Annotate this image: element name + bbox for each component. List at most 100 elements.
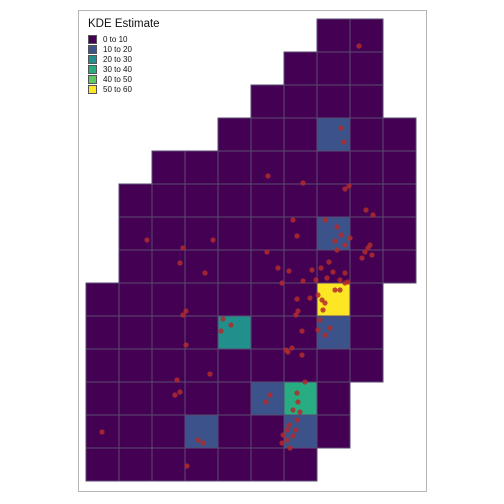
legend-swatch — [88, 34, 97, 44]
event-point — [363, 207, 369, 213]
event-point — [284, 427, 290, 433]
event-point — [174, 377, 180, 383]
kde-grid-cell — [85, 348, 120, 383]
event-point — [342, 242, 348, 248]
event-point — [144, 237, 150, 243]
kde-grid-cell — [349, 18, 384, 53]
event-point — [322, 217, 328, 223]
kde-grid-cell — [382, 183, 417, 218]
kde-grid-cell — [184, 348, 219, 383]
event-point — [341, 139, 347, 145]
kde-grid-cell — [250, 84, 285, 119]
kde-grid-cell — [250, 315, 285, 350]
legend-item: 0 to 10 — [88, 34, 160, 44]
kde-grid-cell — [382, 150, 417, 185]
legend-item: 10 to 20 — [88, 44, 160, 54]
event-point — [294, 233, 300, 239]
event-point — [332, 287, 338, 293]
kde-grid-cell — [349, 348, 384, 383]
kde-grid-cell — [151, 249, 186, 284]
event-point — [228, 322, 234, 328]
event-point — [307, 295, 313, 301]
kde-grid-cell — [184, 183, 219, 218]
event-point — [318, 265, 324, 271]
kde-grid-cell — [151, 414, 186, 449]
event-point — [356, 43, 362, 49]
event-point — [202, 270, 208, 276]
kde-grid-cell — [316, 348, 351, 383]
event-point — [327, 325, 333, 331]
kde-grid-cell — [250, 381, 285, 416]
kde-grid-cell — [151, 216, 186, 251]
kde-grid-cell — [250, 282, 285, 317]
kde-grid-cell — [184, 282, 219, 317]
kde-grid-cell — [217, 117, 252, 152]
kde-grid-cell — [118, 348, 153, 383]
kde-grid-cell — [184, 249, 219, 284]
event-point — [295, 399, 301, 405]
event-point — [294, 296, 300, 302]
event-point — [337, 287, 343, 293]
event-point — [319, 297, 325, 303]
kde-grid-cell — [283, 447, 318, 482]
kde-grid-cell — [184, 216, 219, 251]
kde-grid-cell — [85, 381, 120, 416]
legend-label: 10 to 20 — [103, 44, 132, 54]
kde-grid-cell — [118, 216, 153, 251]
kde-grid-cell — [151, 315, 186, 350]
legend-title: KDE Estimate — [88, 18, 160, 30]
kde-grid-cell — [283, 249, 318, 284]
legend: KDE Estimate 0 to 10 10 to 20 20 to 30 3… — [88, 18, 160, 94]
event-point — [338, 232, 344, 238]
event-point — [315, 327, 321, 333]
kde-grid-cell — [151, 348, 186, 383]
event-point — [280, 432, 286, 438]
event-point — [320, 307, 326, 313]
event-point — [370, 212, 376, 218]
kde-grid-cell — [250, 150, 285, 185]
event-point — [267, 392, 273, 398]
kde-grid-cell — [250, 348, 285, 383]
kde-grid-cell — [316, 84, 351, 119]
kde-grid-cell — [151, 150, 186, 185]
event-point — [297, 409, 303, 415]
kde-grid-cell — [151, 282, 186, 317]
event-point — [322, 332, 328, 338]
kde-grid-cell — [250, 216, 285, 251]
legend-item: 20 to 30 — [88, 54, 160, 64]
event-point — [294, 390, 300, 396]
kde-grid-cell — [316, 249, 351, 284]
kde-grid-cell — [382, 249, 417, 284]
kde-grid-cell — [217, 282, 252, 317]
kde-grid-cell — [217, 414, 252, 449]
kde-grid-cell — [316, 51, 351, 86]
kde-grid-cell — [85, 282, 120, 317]
event-point — [279, 440, 285, 446]
kde-grid-cell — [184, 447, 219, 482]
event-point — [265, 173, 271, 179]
event-point — [279, 280, 285, 286]
event-point — [180, 312, 186, 318]
event-point — [332, 238, 338, 244]
kde-grid-cell — [250, 447, 285, 482]
kde-grid-cell — [316, 117, 351, 152]
event-point — [313, 277, 319, 283]
kde-grid-cell — [151, 447, 186, 482]
event-point — [275, 265, 281, 271]
kde-grid-cell — [118, 183, 153, 218]
event-point — [210, 237, 216, 243]
event-point — [220, 316, 226, 322]
kde-grid-cell — [184, 150, 219, 185]
event-point — [286, 422, 292, 428]
legend-item: 40 to 50 — [88, 74, 160, 84]
event-point — [359, 255, 365, 261]
kde-grid-cell — [382, 117, 417, 152]
event-point — [346, 183, 352, 189]
event-point — [177, 389, 183, 395]
event-point — [207, 371, 213, 377]
event-point — [183, 308, 189, 314]
event-point — [300, 278, 306, 284]
kde-grid-cell — [217, 381, 252, 416]
event-point — [293, 427, 299, 433]
